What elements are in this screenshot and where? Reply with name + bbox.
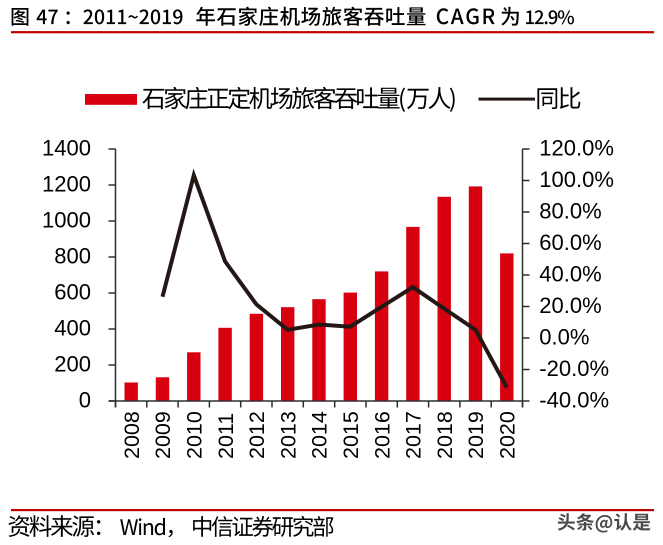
svg-text:2020: 2020 (496, 411, 520, 459)
svg-text:2015: 2015 (339, 411, 363, 459)
svg-text:2014: 2014 (308, 411, 332, 459)
svg-text:1400: 1400 (42, 135, 91, 160)
svg-text:2013: 2013 (276, 411, 300, 459)
svg-text:0.0%: 0.0% (539, 324, 589, 349)
svg-text:1200: 1200 (42, 171, 91, 196)
svg-text:100.0%: 100.0% (539, 167, 614, 192)
svg-text:1000: 1000 (42, 207, 91, 232)
svg-text:2009: 2009 (151, 411, 175, 459)
svg-text:2017: 2017 (402, 411, 426, 459)
svg-text:2016: 2016 (370, 411, 394, 459)
svg-text:2010: 2010 (183, 411, 207, 459)
svg-text:80.0%: 80.0% (539, 198, 601, 223)
svg-text:2011: 2011 (214, 413, 238, 459)
svg-text:400: 400 (54, 315, 91, 340)
svg-text:800: 800 (54, 243, 91, 268)
svg-text:200: 200 (54, 351, 91, 376)
svg-text:-20.0%: -20.0% (539, 356, 609, 381)
svg-text:60.0%: 60.0% (539, 230, 601, 255)
svg-text:600: 600 (54, 279, 91, 304)
svg-text:0: 0 (79, 387, 91, 412)
svg-text:2018: 2018 (433, 411, 457, 459)
svg-text:20.0%: 20.0% (539, 293, 601, 318)
svg-text:2008: 2008 (120, 411, 144, 459)
svg-text:2012: 2012 (245, 411, 269, 459)
svg-text:-40.0%: -40.0% (539, 387, 609, 412)
svg-text:40.0%: 40.0% (539, 261, 601, 286)
svg-text:120.0%: 120.0% (539, 135, 614, 160)
svg-text:2019: 2019 (464, 411, 488, 459)
